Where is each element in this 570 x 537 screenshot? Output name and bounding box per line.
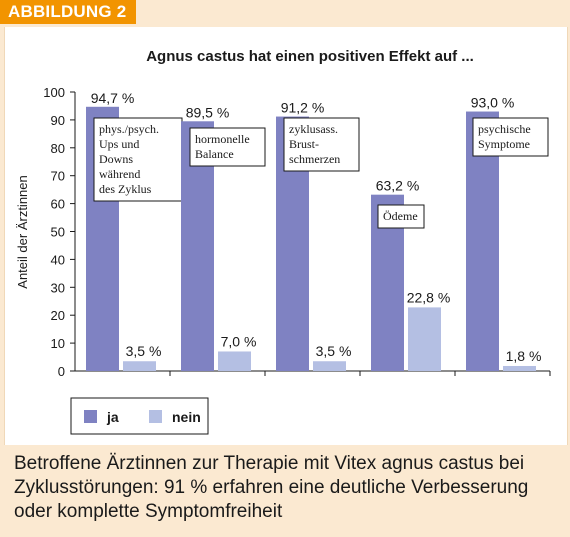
y-tick-label: 50 <box>51 225 65 240</box>
legend-swatch <box>149 410 162 423</box>
figure-caption: Betroffene Ärztinnen zur Therapie mit Vi… <box>14 453 529 522</box>
data-label-ja: 63,2 % <box>376 178 420 194</box>
data-label-nein: 1,8 % <box>506 348 542 364</box>
data-label-nein: 3,5 % <box>316 343 352 359</box>
category-label: hormonelle Balance <box>195 132 250 161</box>
category-label: Ödeme <box>383 209 418 223</box>
category-label: psychische Symptome <box>478 122 531 151</box>
category-label: zyklusass. Brust-schmerzen <box>289 122 340 166</box>
bar-nein <box>218 351 251 371</box>
category-label: phys./psych. Ups und Downs während des Zyklu… <box>99 122 159 196</box>
legend: ja nein <box>70 397 209 435</box>
y-axis-label: Anteil der Ärztinnen <box>15 175 30 288</box>
data-label-ja: 89,5 % <box>186 104 230 120</box>
category-box <box>189 127 266 167</box>
bar-nein <box>503 365 536 371</box>
category-box <box>472 117 549 157</box>
data-label-ja: 94,7 % <box>91 90 135 106</box>
y-tick-label: 0 <box>58 364 65 379</box>
data-label-nein: 3,5 % <box>126 343 162 359</box>
category-box <box>93 117 183 202</box>
category-box <box>377 204 425 229</box>
y-tick-label: 60 <box>51 197 65 212</box>
y-tick-label: 90 <box>51 113 65 128</box>
y-tick-label: 40 <box>51 252 65 267</box>
bar-nein <box>313 361 346 371</box>
data-label-nein: 22,8 % <box>407 289 451 305</box>
y-tick-label: 70 <box>51 169 65 184</box>
y-tick-label: 10 <box>51 336 65 351</box>
y-tick-label: 30 <box>51 280 65 295</box>
data-label-ja: 91,2 % <box>281 100 325 116</box>
y-tick-label: 80 <box>51 141 65 156</box>
y-tick-label: 100 <box>43 85 65 100</box>
legend-label: nein <box>172 409 201 425</box>
data-label-ja: 93,0 % <box>471 95 515 111</box>
legend-swatch <box>84 410 97 423</box>
legend-label: ja <box>106 409 119 425</box>
chart-title: Agnus castus hat einen positiven Effekt … <box>146 48 474 65</box>
category-box <box>283 117 360 172</box>
y-tick-label: 20 <box>51 308 65 323</box>
bar-nein <box>408 307 441 371</box>
bar-nein <box>123 361 156 371</box>
bars: 94,7 % 3,5 % phys./psych. Ups und Downs währe… <box>86 90 549 372</box>
data-label-nein: 7,0 % <box>221 333 257 349</box>
figure-tag: ABBILDUNG 2 <box>0 0 137 24</box>
